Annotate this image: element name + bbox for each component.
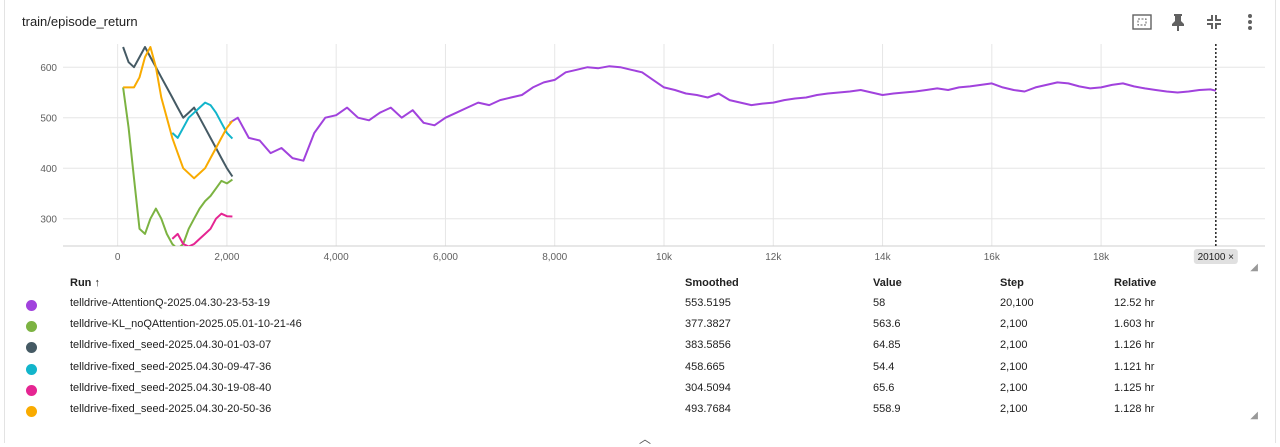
cell-run: telldrive-fixed_seed-2025.04.30-01-03-07: [70, 339, 272, 352]
run-color-dot[interactable]: [26, 363, 37, 375]
chart-resize-handle[interactable]: ◢: [1250, 262, 1258, 273]
col-relative-header[interactable]: Relative: [1114, 277, 1157, 289]
table-row[interactable]: telldrive-KL_noQAttention-2025.05.01-10-…: [5, 318, 1280, 336]
table-row[interactable]: telldrive-fixed_seed-2025.04.30-09-47-36…: [5, 361, 1280, 379]
step-cursor-badge: [1193, 249, 1238, 264]
x-tick-label: 8,000: [542, 252, 567, 263]
cell-relative: 1.126 hr: [1114, 339, 1155, 352]
series-line[interactable]: [171, 101, 234, 140]
card-title: train/episode_return: [22, 14, 138, 29]
x-tick-label: 6,000: [433, 252, 458, 263]
cell-run: telldrive-fixed_seed-2025.04.30-20-50-36: [70, 403, 272, 415]
x-tick-label: 18k: [1093, 252, 1110, 263]
cell-smoothed: 304.5094: [685, 381, 731, 394]
series-line[interactable]: [229, 65, 1217, 162]
cell-value: 64.85: [873, 339, 901, 352]
cell-step: 2,100: [1000, 360, 1028, 373]
series-line[interactable]: [171, 212, 233, 247]
cell-smoothed: 377.3827: [685, 318, 731, 331]
series-line[interactable]: [123, 46, 234, 180]
cell-smoothed: 553.5195: [685, 297, 731, 309]
cell-step: 2,100: [1000, 318, 1028, 331]
cell-smoothed: 383.5856: [685, 339, 731, 352]
cell-smoothed: 458.665: [685, 360, 725, 373]
y-tick-label: 500: [40, 114, 57, 125]
fit-domain-icon[interactable]: [1131, 10, 1153, 34]
cell-relative: 1.125 hr: [1114, 381, 1155, 394]
cell-relative: 1.128 hr: [1114, 403, 1155, 415]
y-tick-label: 600: [40, 63, 57, 74]
cell-step: 20,100: [1000, 297, 1034, 309]
cell-value: 65.6: [873, 381, 895, 394]
run-color-dot[interactable]: [26, 321, 37, 333]
col-step-header[interactable]: Step: [1000, 277, 1024, 289]
run-color-dot[interactable]: [26, 406, 37, 417]
col-smoothed-header[interactable]: Smoothed: [685, 277, 739, 289]
table-resize-handle[interactable]: ◢: [1250, 410, 1258, 421]
cell-value: 563.6: [873, 318, 901, 331]
x-tick-label: 14k: [874, 252, 891, 263]
cell-run: telldrive-AttentionQ-2025.04.30-23-53-19: [70, 297, 270, 309]
line-chart[interactable]: 300 400 500 600 0 2,000 4,000 6,000 8,000 10k 12k 1…: [1, 0, 1273, 266]
step-cursor-label: 20100 ×: [1198, 252, 1235, 263]
run-color-dot[interactable]: [26, 300, 37, 311]
more-vert-icon[interactable]: [1239, 10, 1261, 34]
x-tick-label: 4,000: [324, 252, 349, 263]
cell-relative: 1.603 hr: [1114, 318, 1155, 331]
col-value-header[interactable]: Value: [873, 277, 902, 289]
table-row[interactable]: telldrive-fixed_seed-2025.04.30-20-50-36…: [5, 403, 1280, 421]
run-color-dot[interactable]: [26, 342, 37, 354]
y-tick-label: 300: [40, 215, 57, 226]
cell-value: 58: [873, 297, 886, 309]
table-row[interactable]: telldrive-fixed_seed-2025.04.30-01-03-07…: [5, 339, 1280, 357]
run-color-dot[interactable]: [26, 384, 37, 396]
y-tick-label: 400: [40, 164, 57, 175]
cell-step: 2,100: [1000, 381, 1028, 394]
cell-smoothed: 493.7684: [685, 403, 731, 415]
cell-relative: 12.52 hr: [1114, 297, 1155, 309]
pin-icon[interactable]: [1167, 10, 1189, 34]
x-tick-label: 2,000: [214, 252, 239, 263]
col-run-header[interactable]: Run ↑: [70, 277, 100, 289]
cell-value: 558.9: [873, 403, 901, 415]
cell-value: 54.4: [873, 360, 895, 373]
x-tick-label: 10k: [656, 252, 673, 263]
x-tick-label: 0: [115, 252, 121, 263]
cell-step: 2,100: [1000, 339, 1028, 352]
collapse-chevron-icon[interactable]: ︿: [639, 432, 652, 446]
table-row[interactable]: telldrive-fixed_seed-2025.04.30-19-08-40…: [5, 382, 1280, 400]
x-tick-label: 16k: [984, 252, 1001, 263]
series-line[interactable]: [122, 87, 233, 249]
table-row[interactable]: telldrive-AttentionQ-2025.04.30-23-53-19…: [5, 297, 1280, 315]
x-tick-label: 12k: [765, 252, 782, 263]
series-line[interactable]: [122, 46, 234, 178]
table-header: Run ↑ Smoothed Value Step Relative: [5, 277, 1280, 295]
cell-relative: 1.121 hr: [1114, 360, 1155, 373]
cell-run: telldrive-fixed_seed-2025.04.30-19-08-40: [70, 381, 272, 394]
cell-run: telldrive-KL_noQAttention-2025.05.01-10-…: [70, 318, 302, 331]
cell-step: 2,100: [1000, 403, 1028, 415]
card-toolbar: [1131, 10, 1261, 34]
cell-run: telldrive-fixed_seed-2025.04.30-09-47-36: [70, 360, 272, 373]
